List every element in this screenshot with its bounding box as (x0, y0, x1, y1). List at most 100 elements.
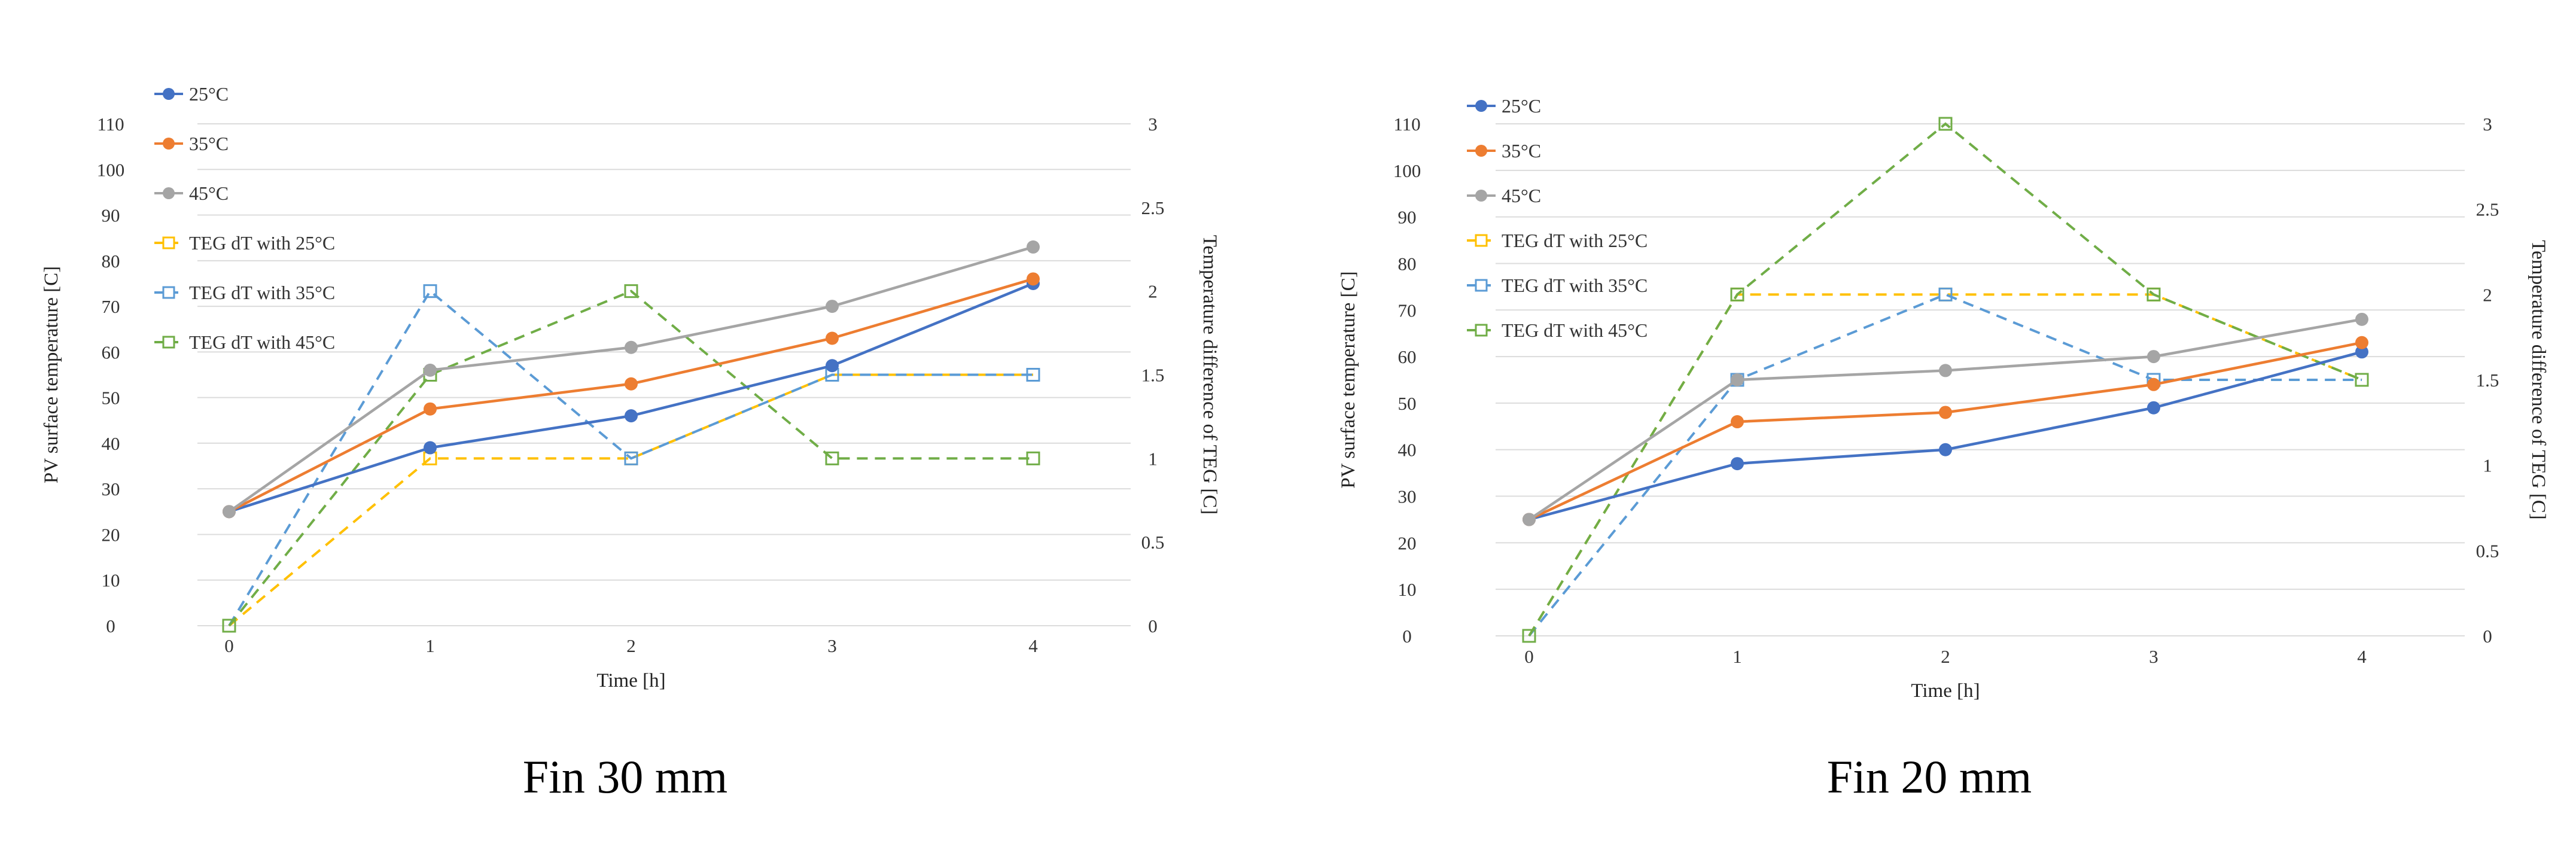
y-tick-label: 70 (102, 296, 120, 317)
y-axis-title: PV surface temperature [C] (41, 266, 62, 483)
x-tick-label: 4 (2357, 646, 2367, 667)
data-point (826, 331, 839, 345)
data-point (223, 505, 236, 519)
y-tick-label: 80 (102, 251, 120, 272)
series-line (1528, 122, 2362, 637)
series-line (228, 289, 1033, 627)
legend-entry: 25°C (154, 83, 229, 105)
y-axis-title: PV surface temperature [C] (1338, 271, 1359, 488)
series-5 (1522, 117, 2369, 643)
data-point (1026, 451, 1040, 465)
data-point (2147, 401, 2160, 415)
y-tick-label: 90 (102, 205, 120, 226)
y2-tick-label: 2 (1148, 281, 1158, 302)
y2-tick-label: 1 (1148, 448, 1158, 469)
legend-entry: 45°C (1467, 185, 1541, 206)
x-tick-label: 0 (1524, 646, 1534, 667)
legend-label: TEG dT with 25°C (1502, 230, 1648, 251)
x-tick-label: 3 (827, 635, 837, 656)
legend-entry: TEG dT with 25°C (154, 232, 335, 254)
chart-caption: Fin 20 mm (1827, 751, 2032, 803)
series-2 (223, 240, 1040, 519)
legend-swatch-marker (163, 88, 175, 100)
data-point (1939, 443, 1952, 456)
legend-swatch-marker (1475, 145, 1487, 157)
y-tick-label: 20 (1398, 532, 1417, 553)
legend-swatch-marker (163, 187, 175, 199)
data-point (1027, 240, 1040, 254)
data-point (826, 300, 839, 313)
y-tick-label: 80 (1398, 253, 1417, 274)
y2-tick-label: 0 (2483, 626, 2492, 647)
y-tick-label: 110 (1393, 114, 1420, 135)
y-tick-label: 110 (97, 114, 124, 135)
data-point (1731, 457, 1744, 471)
x-tick-label: 0 (224, 635, 234, 656)
legend-label: TEG dT with 35°C (1502, 275, 1648, 296)
y-tick-label: 100 (97, 159, 125, 180)
data-point (625, 340, 638, 354)
legend-swatch-marker (1475, 190, 1487, 202)
x-tick-label: 3 (2149, 646, 2158, 667)
series-2 (1523, 312, 2368, 526)
legend-label: 35°C (1502, 140, 1541, 162)
data-point (2355, 336, 2368, 349)
x-axis-title: Time [h] (1911, 680, 1980, 702)
y2-axis-title: Temperature difference of TEG [C] (2528, 240, 2549, 519)
data-point (1731, 373, 1744, 386)
legend-entry: 35°C (1467, 140, 1541, 162)
x-tick-label: 1 (1732, 646, 1742, 667)
legend-label: TEG dT with 35°C (189, 282, 335, 303)
x-tick-label: 1 (425, 635, 435, 656)
y-tick-label: 10 (102, 570, 120, 591)
x-tick-label: 4 (1028, 635, 1038, 656)
legend-entry: 25°C (1467, 95, 1541, 117)
data-point (2355, 345, 2368, 359)
y2-axis-title: Temperature difference of TEG [C] (1199, 235, 1220, 514)
y-tick-label: 20 (102, 524, 120, 545)
y-tick-label: 40 (1398, 440, 1417, 461)
legend-entry: TEG dT with 35°C (154, 282, 335, 303)
legend-label: 45°C (189, 182, 229, 204)
y2-tick-label: 1 (2483, 455, 2492, 476)
data-point (423, 284, 437, 298)
series-0 (223, 276, 1040, 519)
legend-label: 35°C (189, 133, 229, 154)
y-tick-label: 50 (1398, 393, 1417, 414)
y-tick-label: 30 (102, 479, 120, 499)
legend-entry: TEG dT with 45°C (154, 331, 335, 353)
legend-entry: 35°C (154, 133, 229, 154)
data-point (1939, 364, 1952, 377)
legend-swatch-marker (162, 236, 175, 249)
legend-swatch-marker (1475, 100, 1487, 112)
legend-label: TEG dT with 25°C (189, 232, 335, 254)
y2-tick-label: 3 (2483, 114, 2492, 135)
y2-tick-label: 0.5 (2476, 540, 2499, 561)
y-tick-label: 10 (1398, 579, 1417, 600)
data-point (826, 359, 839, 373)
data-point (2147, 350, 2160, 364)
y2-tick-label: 2.5 (2476, 199, 2499, 220)
legend-entry: 45°C (154, 182, 229, 204)
series-line (1528, 318, 2362, 521)
y-tick-label: 0 (106, 616, 115, 636)
y2-tick-label: 0 (1148, 616, 1158, 636)
data-point (1522, 629, 1536, 643)
data-point (1939, 406, 1952, 419)
y2-tick-label: 3 (1148, 114, 1158, 135)
legend-label: 45°C (1502, 185, 1541, 206)
data-point (222, 619, 236, 633)
y-tick-label: 100 (1393, 160, 1421, 181)
data-point (424, 402, 437, 416)
series-line (228, 278, 1034, 513)
y2-tick-label: 1.5 (2476, 370, 2499, 391)
data-point (1730, 287, 1744, 301)
series-line (1528, 293, 2362, 637)
legend-entry: TEG dT with 35°C (1467, 275, 1648, 296)
x-axis-title: Time [h] (596, 670, 665, 691)
legend-swatch-marker (162, 336, 175, 349)
legend-swatch-marker (1475, 279, 1488, 292)
